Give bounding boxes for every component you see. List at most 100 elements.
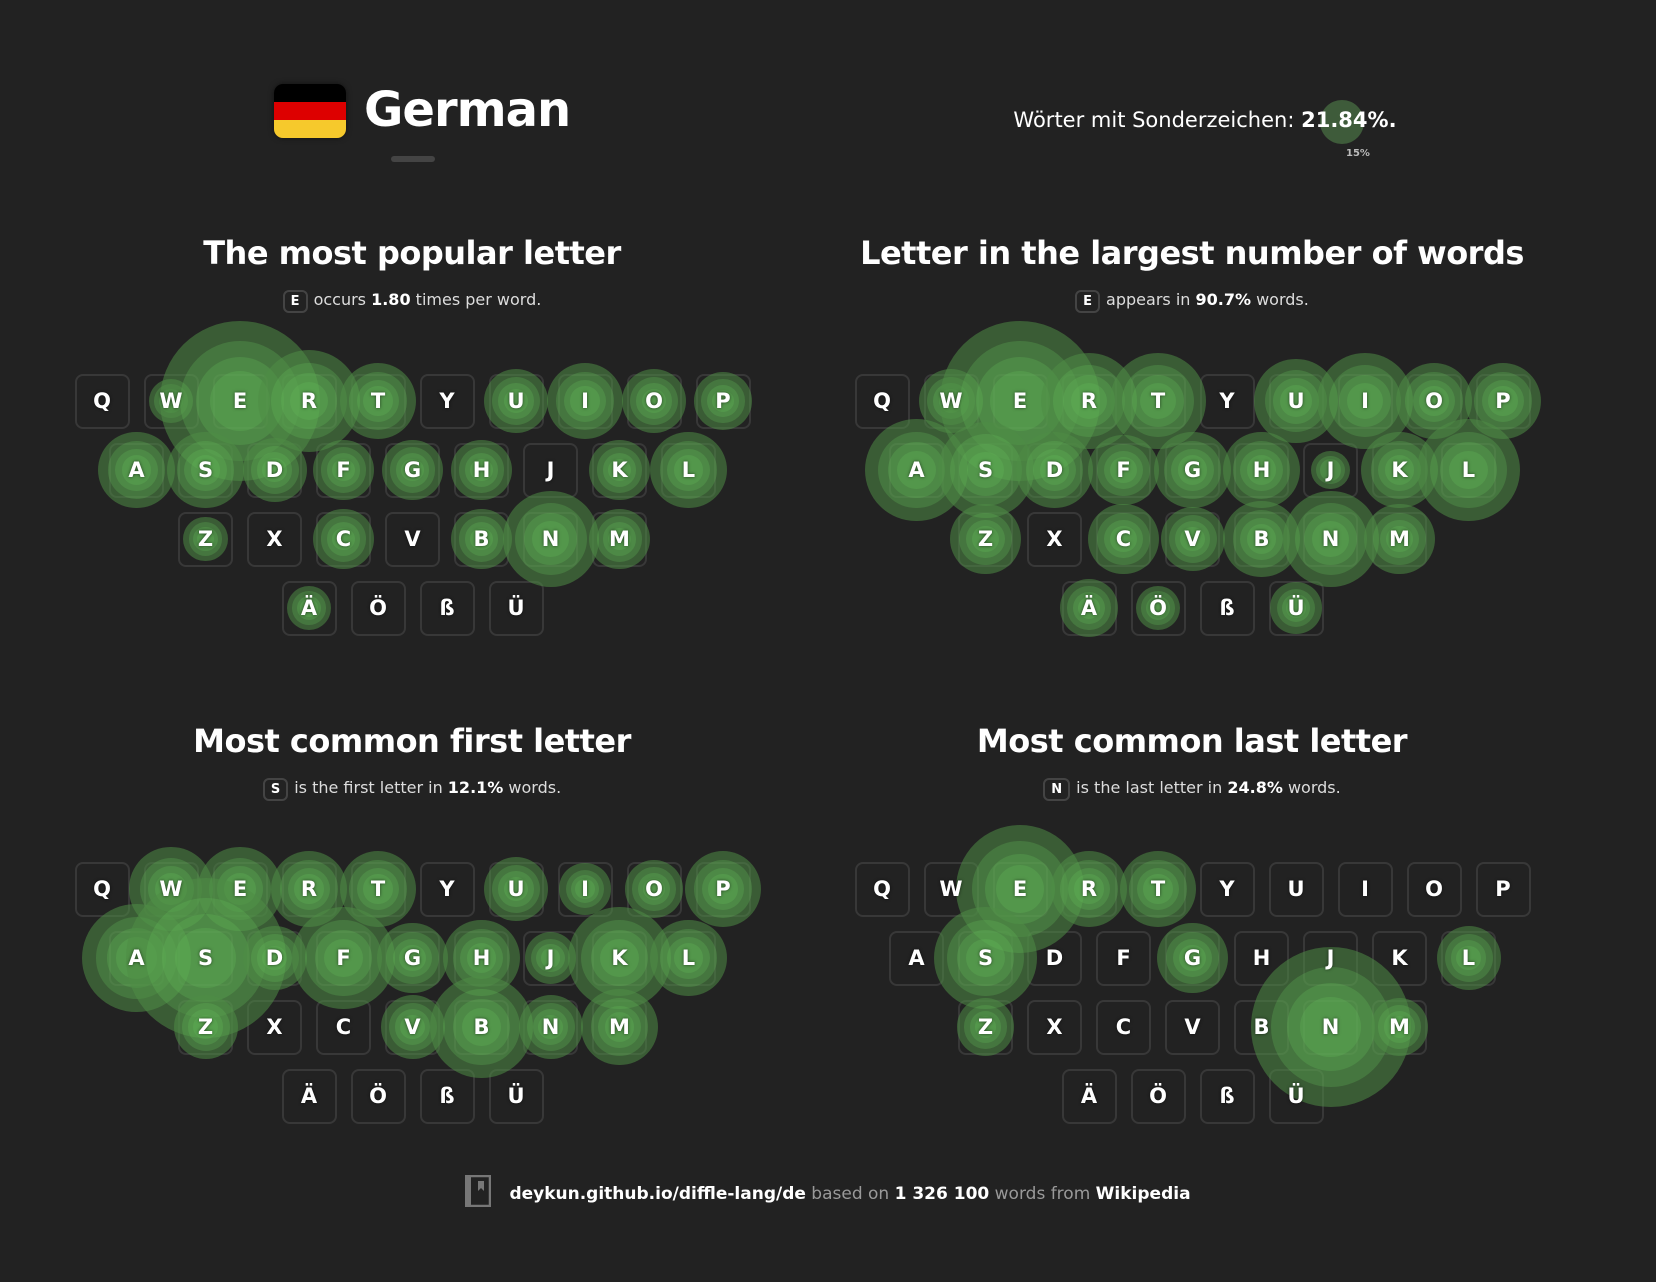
heat-circle-P [701,379,745,423]
key-Ä [1061,1068,1117,1124]
heat-circle-U [498,383,534,419]
subtitle-post: times per word. [410,290,542,309]
key-Y [419,373,475,429]
key-Ä [281,1068,337,1124]
heat-circle-B [453,998,510,1056]
key-label: T [370,389,386,413]
heat-circle-F [1097,443,1150,497]
heat-circle-Z [187,1009,224,1045]
heat-circle-G [1166,931,1219,985]
key-label: W [939,389,963,413]
key-label: T [370,877,386,901]
key-label: G [1183,458,1202,482]
heat-circle-M [1386,525,1413,553]
heat-circle-O [625,860,683,918]
key-label: Ä [1080,1084,1098,1108]
heat-circle-V [1180,526,1205,552]
heat-circle-Z [950,503,1021,575]
footer-link[interactable]: deykun.github.io/diffle-lang/de [509,1184,806,1204]
key-label: I [1361,389,1369,413]
heat-circle-A [121,455,152,485]
key-Ö [350,580,406,636]
special-chars-stat: Wörter mit Sonderzeichen: 21.84%. [1000,108,1410,132]
heat-circle-T [1131,374,1185,428]
heat-circle-M [1380,519,1419,559]
heat-circle-Ö [1141,591,1175,625]
heat-circle-H [460,936,503,980]
heat-circle-D [256,940,293,976]
key-label: Ö [369,1084,387,1108]
heat-circle-Ü [1276,588,1316,628]
heat-circle-J [1311,450,1350,490]
heat-circle-B [1240,517,1283,561]
german-flag [274,84,346,138]
heat-circle-Z [196,530,214,548]
heat-circle-L [1450,940,1487,976]
key-label: R [300,389,318,413]
key-label: P [715,389,731,413]
heat-circle-P [1474,372,1532,430]
key-label: A [128,946,145,970]
heat-circle-U [484,369,548,433]
key-label: L [1461,458,1476,482]
heat-circle-Z [188,522,223,556]
heat-circle-L [1440,441,1497,499]
key-label: I [1361,877,1369,901]
heat-circle-C [313,508,374,570]
subtitle-pre: is the last letter in [1076,778,1228,797]
heat-circle-T [349,372,407,430]
book-icon [465,1174,492,1208]
heat-circle-R [294,874,324,904]
heat-circle-J [1316,455,1345,485]
key-label: B [473,1015,490,1039]
key-label: N [541,527,560,551]
special-chars-marker [1320,100,1364,144]
key-label: D [1045,946,1064,970]
heat-circle-U [484,857,548,921]
heat-circle-Ö [1135,585,1181,631]
section-title: Most common last letter [976,722,1408,760]
heat-circle-Z [193,1014,218,1040]
key-label: X [266,527,283,551]
heat-circle-M [596,516,643,562]
key-label: N [1321,1015,1340,1039]
key-label: Ö [369,596,387,620]
heat-circle-Z [972,525,999,553]
heat-circle-G [389,447,436,493]
heat-circle-O [632,867,676,911]
key-label: Ü [1287,1084,1305,1108]
key-label: H [472,946,491,970]
heat-circle-N [1294,503,1367,575]
heat-circle-R [1070,382,1108,420]
heat-circle-R [1060,860,1118,918]
heat-circle-Ä [1078,597,1100,619]
heat-circle-B [1246,524,1277,554]
heat-circle-F [332,458,355,482]
letter-badge: E [282,290,308,313]
heat-circle-V [1174,521,1211,557]
heat-circle-V [1160,507,1225,571]
heat-circle-F [305,919,382,997]
heat-circle-N [514,503,587,575]
section-title: Most common first letter [193,722,631,760]
heat-circle-C [332,527,355,551]
key-label: X [1046,527,1063,551]
heat-circle-N [524,512,577,566]
heat-circle-H [1246,455,1277,485]
heat-circle-G [377,922,448,994]
key-label: Q [93,877,111,901]
heat-circle-Z [956,998,1015,1056]
heat-circle-Ü [1270,582,1322,634]
key-label: N [541,1015,560,1039]
source-link[interactable]: Wikipedia [1095,1184,1191,1204]
heat-circle-L [1449,450,1488,490]
heat-circle-L [1444,934,1493,982]
heat-circle-D [1025,441,1084,499]
heat-circle-B [464,522,499,556]
heat-circle-R [289,381,329,421]
key-F [1096,930,1151,986]
key-label: M [609,1015,630,1039]
